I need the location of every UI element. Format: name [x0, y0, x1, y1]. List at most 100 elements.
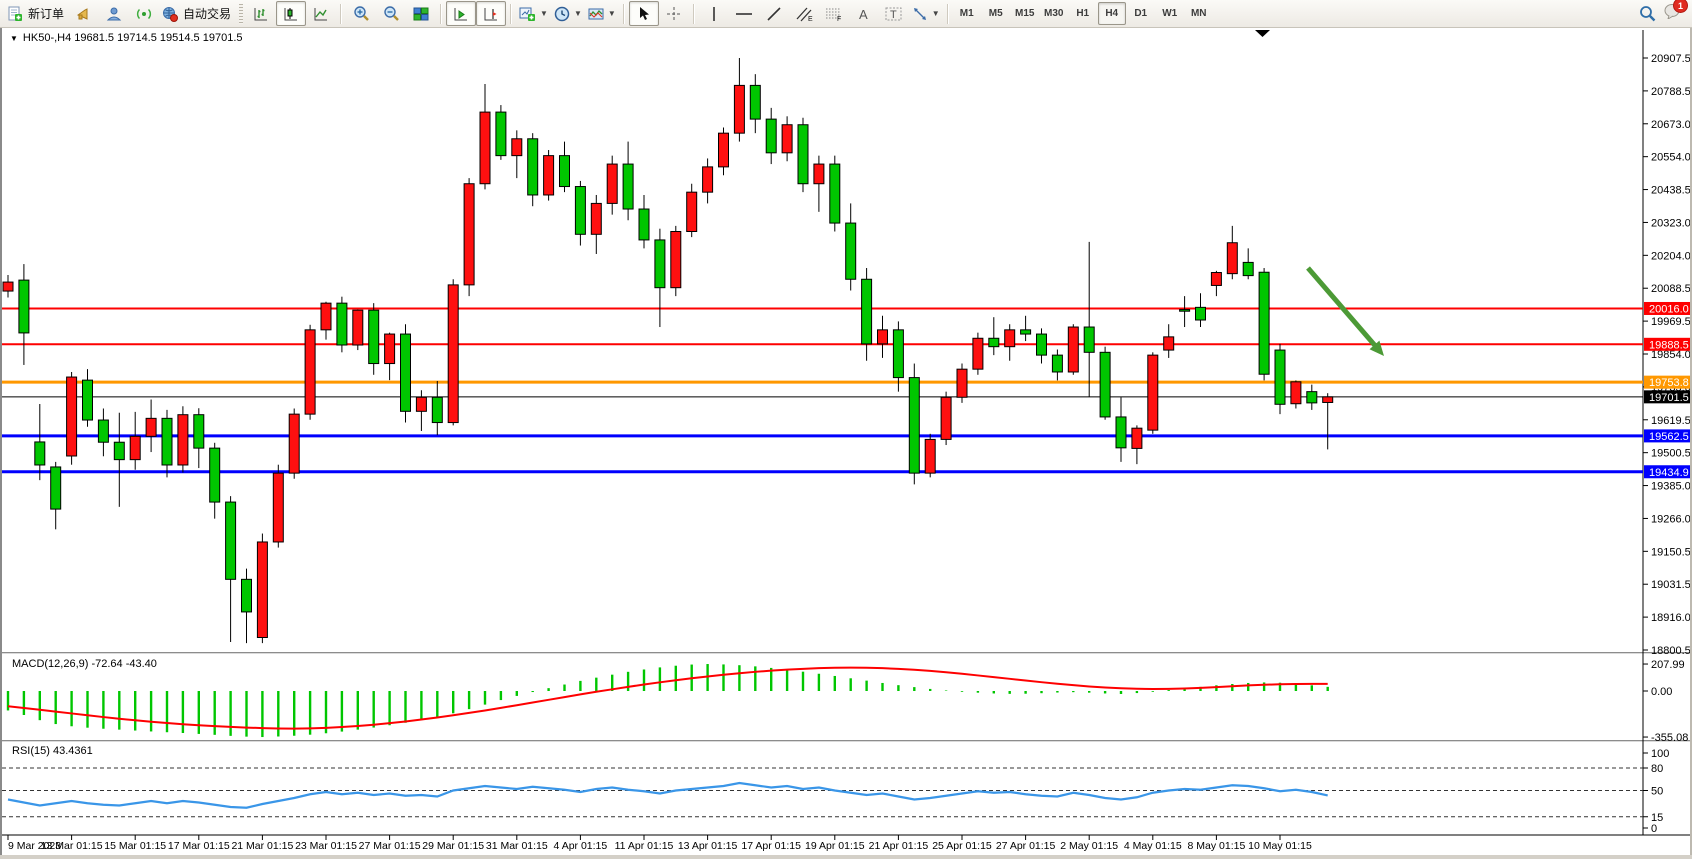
candle-body [1147, 354, 1159, 431]
timeframe-MN[interactable]: MN [1190, 8, 1207, 19]
notifications-button[interactable]: 1 [1664, 0, 1688, 24]
candle-body [574, 186, 586, 235]
time-tick-label: 13 Mar 01:15 [41, 840, 103, 852]
line-chart-mode-button[interactable] [306, 1, 336, 26]
trend-arrow[interactable] [1306, 266, 1380, 351]
trendline-icon [767, 6, 781, 21]
signal-button[interactable] [129, 1, 159, 26]
candle-body [145, 417, 157, 437]
candle-body [590, 202, 602, 235]
crosshair-tool-button[interactable] [659, 1, 689, 26]
pane-separator-rsi[interactable] [2, 740, 1690, 742]
horizontal-line-icon [735, 12, 752, 15]
price-level-tag [1644, 337, 1691, 351]
timeframe-M1[interactable]: M1 [959, 8, 974, 19]
candle-body [861, 278, 873, 345]
chevron-down-icon: ▼ [931, 9, 940, 18]
notification-badge: 1 [1673, 0, 1688, 13]
svg-text:T: T [890, 9, 897, 21]
price-level-tag-label: 19562.5 [1649, 431, 1689, 443]
candle-body [749, 84, 761, 120]
time-tick-label: 10 May 01:15 [1248, 840, 1312, 852]
price-level-tag-label: 20016.0 [1649, 303, 1689, 315]
svg-text:F: F [837, 16, 841, 22]
period-button[interactable]: ▼ [551, 1, 585, 26]
text-tool-button[interactable]: A [849, 1, 879, 26]
rsi-tick-label: 0 [1651, 823, 1657, 835]
timeframe-M15[interactable]: M15 [1014, 8, 1035, 19]
pane-separator-macd[interactable] [2, 652, 1690, 654]
candle-body [447, 284, 459, 424]
profile-button[interactable] [99, 1, 129, 26]
candle-body [288, 413, 300, 474]
time-tick-label: 11 Apr 01:15 [615, 840, 674, 852]
time-tick-label: 13 Apr 01:15 [678, 840, 738, 852]
search-icon[interactable] [1639, 5, 1656, 22]
signal-icon [136, 8, 152, 19]
candle-body [1036, 333, 1047, 356]
toolbar-separator [692, 3, 695, 24]
vertical-line-tool-button[interactable] [699, 1, 729, 26]
new-chart-button[interactable]: ▼ [516, 1, 551, 26]
candle-body [733, 84, 745, 134]
new-order-button[interactable]: 新订单 [4, 1, 69, 26]
candlestick-icon [284, 7, 298, 20]
time-tick-label: 21 Apr 01:15 [869, 840, 929, 852]
auto-trading-button[interactable]: 自动交易 [159, 1, 236, 26]
fibonacci-icon: F [825, 8, 841, 22]
candlestick-mode-button[interactable] [276, 1, 307, 26]
timeframe-M30[interactable]: M30 [1043, 8, 1064, 19]
megaphone-button[interactable] [69, 1, 99, 26]
bar-chart-mode-button[interactable] [246, 1, 276, 26]
main-toolbar: 新订单 自动交易 [0, 0, 1692, 28]
chevron-down-icon: ▼ [540, 9, 548, 18]
time-tick-label: 25 Apr 01:15 [932, 840, 992, 852]
scroll-end-marker-icon[interactable] [1255, 30, 1270, 37]
cursor-tool-button[interactable] [628, 1, 659, 26]
candle-body [1115, 416, 1127, 449]
candle-body [368, 309, 380, 365]
label-tool-button[interactable]: T [879, 1, 909, 26]
time-tick-label: 23 Mar 01:15 [295, 840, 357, 852]
candle-body [336, 302, 348, 346]
timeframe-W1[interactable]: W1 [1162, 8, 1178, 19]
price-tick-label: 20907.5 [1651, 53, 1691, 65]
collapse-arrow-icon[interactable]: ▼ [10, 33, 18, 43]
timeframe-H4[interactable]: H4 [1097, 2, 1126, 25]
candle-body [50, 466, 62, 510]
zoom-in-button[interactable] [346, 1, 376, 26]
price-level-tag-label: 19753.8 [1649, 377, 1689, 389]
fibonacci-tool-button[interactable]: F [819, 1, 849, 26]
tile-windows-button[interactable] [406, 1, 436, 26]
arrows-tool-button[interactable]: ▼ [909, 1, 943, 26]
new-order-icon [8, 6, 22, 21]
auto-scroll-button[interactable] [446, 1, 477, 26]
timeframe-D1[interactable]: D1 [1134, 8, 1148, 19]
indicators-button[interactable]: ▼ [585, 1, 619, 26]
trendline-tool-button[interactable] [759, 1, 789, 26]
horizontal-line-tool-button[interactable] [729, 1, 759, 26]
candle-body [1274, 349, 1286, 405]
chart-shift-button[interactable] [476, 1, 507, 26]
rsi-tick-label: 100 [1651, 748, 1669, 760]
price-level-tag [1644, 301, 1691, 315]
time-tick-label: 4 May 01:15 [1124, 840, 1182, 852]
timeframe-H1[interactable]: H1 [1076, 8, 1090, 19]
text-label-icon: T [885, 7, 902, 21]
zoom-out-button[interactable] [376, 1, 406, 26]
price-tick-label: 19854.0 [1651, 349, 1691, 361]
candle-body [892, 329, 904, 379]
price-tick-label: 20088.5 [1651, 283, 1691, 295]
chart-shift-icon [484, 7, 498, 20]
channel-tool-button[interactable]: E [789, 1, 819, 26]
timeframe-M5[interactable]: M5 [988, 8, 1003, 19]
time-tick-label: 27 Mar 01:15 [359, 840, 421, 852]
profile-icon [106, 7, 122, 20]
candle-body [1242, 261, 1254, 277]
window-border-right [1690, 28, 1692, 859]
price-tick-label: 20438.5 [1651, 185, 1691, 197]
candle-body [82, 379, 93, 421]
price-level-tag-label: 19434.9 [1649, 467, 1689, 479]
macd-tick-label: 0.00 [1651, 686, 1672, 698]
